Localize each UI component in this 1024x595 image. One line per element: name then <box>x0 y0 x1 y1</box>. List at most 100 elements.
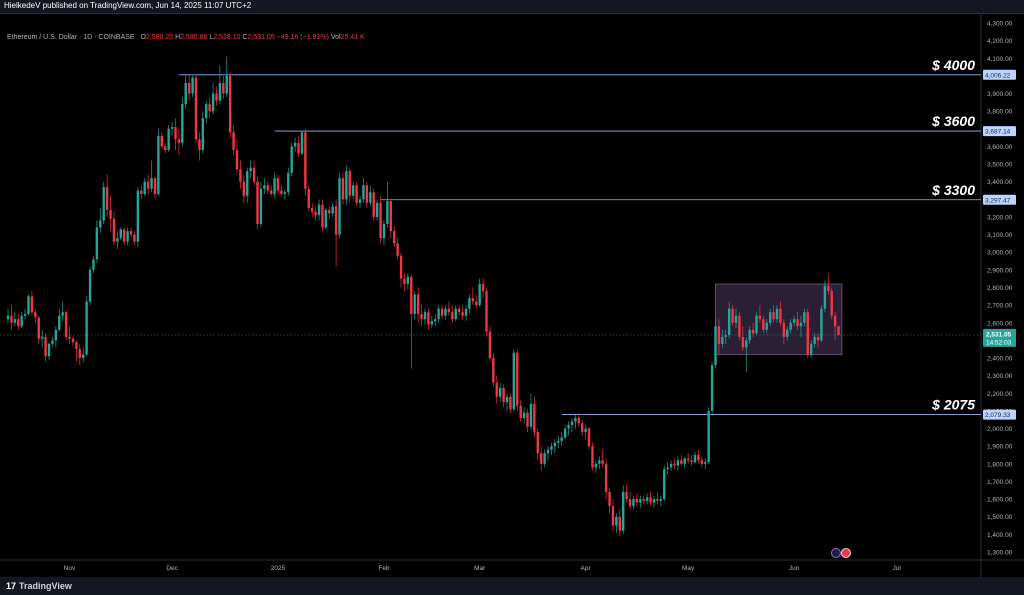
candle-body <box>150 178 153 189</box>
candle-body <box>58 315 61 330</box>
candle-body <box>242 181 246 196</box>
candle-body <box>293 142 297 147</box>
candle-body <box>738 315 741 337</box>
chart-frame[interactable]: 4,300.004,200.004,100.004,000.003,900.00… <box>0 13 1024 577</box>
candle-body <box>314 211 317 216</box>
candle-body <box>464 308 468 316</box>
candle-body <box>116 238 119 242</box>
candle-body <box>495 382 498 397</box>
candle-body <box>263 185 266 189</box>
candle-body <box>119 229 122 239</box>
candle-body <box>249 167 252 172</box>
candle-body <box>611 506 615 526</box>
candle-body <box>823 285 827 309</box>
candle-body <box>529 403 533 427</box>
tradingview-logo[interactable]: 17 TradingView <box>6 581 72 591</box>
candle-body <box>683 458 686 464</box>
candle-body <box>126 231 129 242</box>
candle-body <box>652 499 656 503</box>
candle-body <box>512 352 516 410</box>
candle-body <box>584 428 587 433</box>
candle-body <box>659 499 663 501</box>
candle-body <box>324 209 328 228</box>
candle-body <box>191 77 194 94</box>
candle-body <box>355 185 358 203</box>
candle-body <box>334 206 338 235</box>
candle-body <box>457 308 461 313</box>
y-tick-label: 4,100.00 <box>987 56 1013 63</box>
volume-value: 25.41 K <box>340 34 365 41</box>
candle-body <box>475 301 478 306</box>
close-label: C <box>242 34 248 41</box>
candle-body <box>181 104 184 143</box>
candle-body <box>246 171 249 196</box>
candle-body <box>143 181 146 195</box>
candle-body <box>697 455 700 461</box>
candle-body <box>403 278 406 284</box>
candle-body <box>663 469 666 500</box>
candle-body <box>768 312 772 323</box>
x-tick-label: May <box>682 565 695 572</box>
candle-body <box>625 492 628 500</box>
candle-body <box>577 417 580 424</box>
candle-body <box>543 453 546 464</box>
candle-body <box>92 259 95 270</box>
footer-bar: 17 TradingView <box>0 577 1024 595</box>
candle-body <box>30 296 34 313</box>
candle-body <box>700 460 704 464</box>
candle-body <box>13 319 17 323</box>
candle-body <box>601 460 604 464</box>
candle-body <box>23 313 27 316</box>
level-annotation: $ 2075 <box>931 397 975 413</box>
x-tick-label: Dec <box>166 565 178 572</box>
candle-body <box>820 308 823 341</box>
y-tick-label: 2,600.00 <box>987 320 1013 327</box>
candle-body <box>369 192 372 203</box>
candle-body <box>17 319 20 327</box>
candle-body <box>235 149 239 170</box>
candle-body <box>635 499 639 503</box>
level-price-label: 4,006.22 <box>985 72 1011 79</box>
candle-body <box>140 190 143 195</box>
y-tick-label: 3,500.00 <box>987 162 1013 169</box>
candle-body <box>259 188 263 225</box>
price-chart[interactable]: 4,300.004,200.004,100.004,000.003,900.00… <box>0 14 1024 577</box>
candle-body <box>75 342 78 350</box>
candle-body <box>382 224 386 239</box>
candle-body <box>608 492 611 507</box>
candle-body <box>338 178 341 235</box>
candle-body <box>604 463 608 493</box>
tradingview-logo-text: TradingView <box>19 581 72 591</box>
candle-body <box>598 460 601 464</box>
candle-body <box>471 298 475 302</box>
candle-body <box>430 321 434 325</box>
candle-body <box>502 388 505 403</box>
candle-body <box>406 276 410 284</box>
candle-body <box>522 412 526 418</box>
candle-body <box>410 276 413 314</box>
y-tick-label: 1,800.00 <box>987 461 1013 468</box>
candle-body <box>704 462 707 464</box>
consolidation-range-box <box>715 283 843 355</box>
candle-body <box>328 209 331 214</box>
open-value: 2,580.25 <box>145 34 174 41</box>
candle-body <box>252 167 256 182</box>
volume-label: Vol <box>330 34 341 41</box>
level-price-label: 2,079.33 <box>985 412 1011 419</box>
level-annotation: $ 4000 <box>931 57 975 73</box>
candle-body <box>799 322 803 327</box>
candle-body <box>105 186 109 210</box>
candle-body <box>54 329 58 341</box>
candle-body <box>724 335 727 337</box>
candle-body <box>218 82 222 101</box>
candle-body <box>177 139 181 143</box>
candle-body <box>628 499 632 507</box>
y-tick-label: 1,400.00 <box>987 532 1013 539</box>
publish-header: HielkedeV published on TradingView.com, … <box>0 0 1024 13</box>
y-tick-label: 2,700.00 <box>987 303 1013 310</box>
current-price-badge <box>983 328 1016 347</box>
candle-body <box>136 190 140 242</box>
candle-body <box>300 132 304 154</box>
candle-body <box>51 340 54 344</box>
y-tick-label: 3,600.00 <box>987 144 1013 151</box>
